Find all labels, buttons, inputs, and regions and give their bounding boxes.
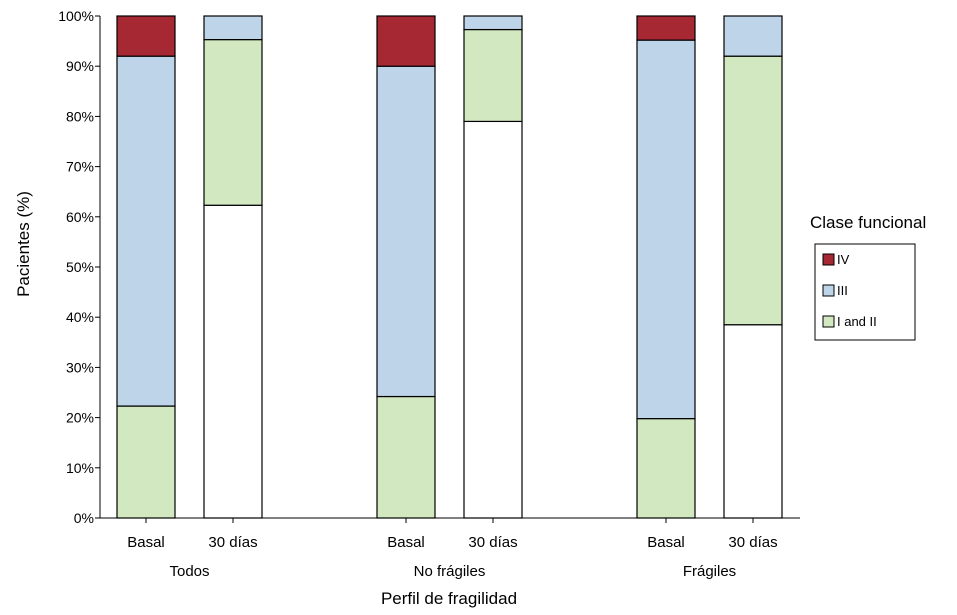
x-axis: Basal 30 días Basal 30 días Basal 30 días Todo… — [100, 517, 800, 580]
bar-segment-blank — [463, 120, 523, 519]
y-tick-label: 40% — [66, 309, 94, 325]
y-tick-label: 90% — [66, 58, 94, 74]
y-tick-label: 70% — [66, 159, 94, 175]
bar-segment-blank — [723, 324, 783, 519]
group-label: Frágiles — [683, 563, 736, 580]
bar-segment-i-and-ii — [203, 38, 263, 206]
bar-segment-blank — [203, 204, 263, 519]
legend-label: IV — [837, 252, 850, 267]
legend-swatch — [822, 315, 835, 328]
bar-segment-iv — [636, 15, 696, 41]
x-tick-label: 30 días — [208, 534, 257, 551]
bar-segment-iii — [376, 65, 436, 398]
bar-segment-iii — [723, 15, 783, 57]
y-tick-label: 60% — [66, 209, 94, 225]
x-tick-label: 30 días — [728, 534, 777, 551]
y-tick-label: 80% — [66, 108, 94, 124]
y-tick-label: 30% — [66, 359, 94, 375]
legend-label: I and II — [837, 314, 877, 329]
group-label: Todos — [169, 563, 209, 580]
legend-title: Clase funcional — [810, 213, 926, 232]
legend-label: III — [837, 283, 848, 298]
bars — [116, 15, 783, 519]
x-tick-label: 30 días — [468, 534, 517, 551]
group-label: No frágiles — [414, 563, 486, 580]
bar-segment-iii — [463, 15, 523, 31]
bar-segment-i-and-ii — [723, 55, 783, 326]
y-axis: 0% 10% 20% 30% 40% 50% 60% 70% 80% 90% 100% — [58, 8, 101, 526]
y-tick-label: 100% — [58, 8, 94, 24]
y-tick-label: 50% — [66, 259, 94, 275]
bar-segment-iii — [203, 15, 263, 41]
y-tick-label: 10% — [66, 460, 94, 476]
x-tick-label: Basal — [387, 534, 425, 551]
bar-segment-iii — [636, 39, 696, 420]
y-axis-title: Pacientes (%) — [14, 191, 33, 297]
bar-segment-iv — [116, 15, 176, 57]
bar-segment-iv — [376, 15, 436, 67]
x-tick-label: Basal — [647, 534, 685, 551]
legend: Clase funcional IV III I and II — [810, 213, 926, 341]
y-tick-label: 0% — [74, 510, 94, 526]
y-tick-label: 20% — [66, 410, 94, 426]
legend-swatch — [822, 253, 835, 266]
bar-segment-i-and-ii — [636, 418, 696, 519]
x-tick-label: Basal — [127, 534, 165, 551]
legend-swatch — [822, 284, 835, 297]
bar-segment-i-and-ii — [116, 405, 176, 519]
bar-segment-iii — [116, 55, 176, 407]
bar-segment-i-and-ii — [376, 395, 436, 519]
x-axis-title: Perfil de fragilidad — [381, 589, 517, 608]
bar-segment-i-and-ii — [463, 28, 523, 123]
